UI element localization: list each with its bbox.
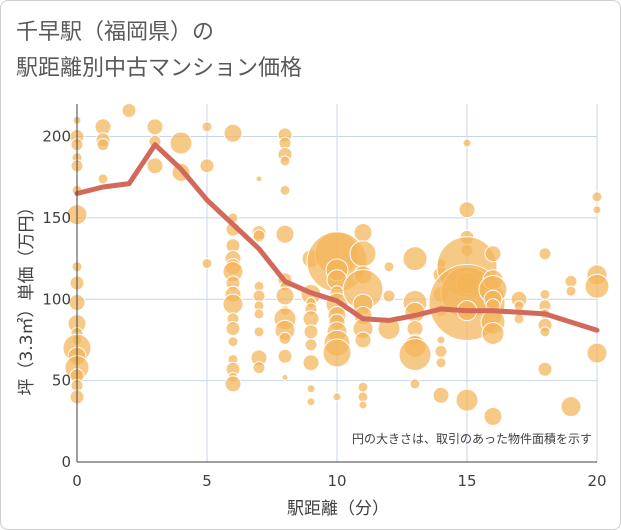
x-axis-title: 駅距離（分） [287,499,389,519]
bubble-point [462,138,472,148]
bubble-point [253,308,265,320]
bubble-point [349,240,377,268]
bubble-point [584,273,610,299]
average-price-line [74,142,600,333]
bubble-point [538,247,552,261]
bubble-point [537,361,553,377]
bubble-point [436,335,446,345]
bubble-point [146,157,164,175]
bubble-point [539,288,551,300]
bubble-point [302,354,320,372]
bubble-point [222,293,244,315]
x-tick-label: 15 [457,472,476,490]
bubble-point [586,342,608,364]
bubble-point [223,123,243,143]
bubble-point [121,103,137,119]
bubble-point [201,257,213,269]
bubble-point [560,396,582,418]
bubbles [62,103,610,426]
bubble-point [277,348,293,364]
y-tick-label: 150 [42,209,71,227]
bubble-point [455,388,479,412]
bubble-point [225,321,241,337]
bubble-point [592,205,602,215]
y-tick-label: 200 [42,128,71,146]
bubble-point [513,300,525,312]
x-tick-label: 20 [587,472,606,490]
bubble-point [252,361,266,375]
bubble-point [591,191,603,203]
bubble-point [383,261,395,273]
bubble-point [402,246,428,272]
bubble-point [358,400,368,410]
y-tick-label: 0 [61,453,71,471]
average-line [74,142,600,333]
bubble-point [353,223,373,243]
bubble-point [279,184,291,196]
chart-title-line2: 駅距離別中古マンション価格 [16,56,303,81]
bubble-point [458,201,476,219]
bubble-point [281,373,289,381]
bubble-point [332,392,342,402]
bubble-point [513,313,525,325]
x-tick-label: 0 [72,472,82,490]
bubble-point [432,386,450,404]
bubble-point [275,224,295,244]
bubble-point [303,324,319,340]
bubble-point [483,406,503,426]
bubble-point [97,173,109,185]
bubble-point [434,344,448,358]
bubble-point [252,289,266,303]
bubble-point [146,118,164,136]
bubble-point [564,274,578,288]
bubble-point [279,155,291,167]
bubble-point [565,285,577,297]
bubble-size-note: 円の大きさは、取引のあった物件面積を示す [352,431,592,446]
bubble-point [377,317,401,341]
bubble-point [275,286,295,306]
bubble-point [227,336,239,348]
bubble-point [409,378,421,390]
bubble-point [253,326,265,338]
bubble-point [201,121,213,133]
y-tick-label: 100 [42,290,71,308]
bubble-point [484,245,502,263]
bubble-point [306,384,316,394]
bubble-point [481,321,505,345]
bubble-point [357,381,369,393]
chart-title-line1: 千早駅（福岡県）の [16,20,215,45]
bubble-point [539,326,551,338]
bubble-point [304,338,318,352]
x-tick-label: 10 [327,472,346,490]
bubble-point [354,331,372,349]
bubble-point [255,175,263,183]
bubble-point [224,375,242,393]
bubble-point [357,391,369,403]
bubble-point [398,338,432,372]
x-tick-label: 5 [202,472,212,490]
bubble-point [435,357,447,369]
bubble-point [169,131,193,155]
bubble-point [322,338,352,368]
bubble-point [252,229,266,243]
axes [76,104,597,463]
bubble-point [96,138,110,152]
bubble-point [306,397,316,407]
bubble-point [382,289,396,303]
bubble-point [278,331,292,345]
y-axis-title: 坪（3.3㎡）単価（万円） [17,198,37,395]
y-tick-label: 50 [52,372,71,390]
bubble-point [199,158,215,174]
